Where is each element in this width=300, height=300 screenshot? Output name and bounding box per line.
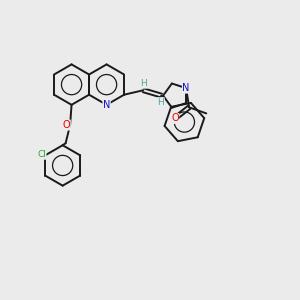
Text: N: N	[103, 100, 110, 110]
Text: H: H	[158, 98, 164, 106]
Text: O: O	[171, 113, 179, 123]
Text: H: H	[140, 79, 147, 88]
Text: O: O	[63, 120, 70, 130]
Text: Cl: Cl	[37, 150, 46, 159]
Text: N: N	[182, 83, 190, 93]
